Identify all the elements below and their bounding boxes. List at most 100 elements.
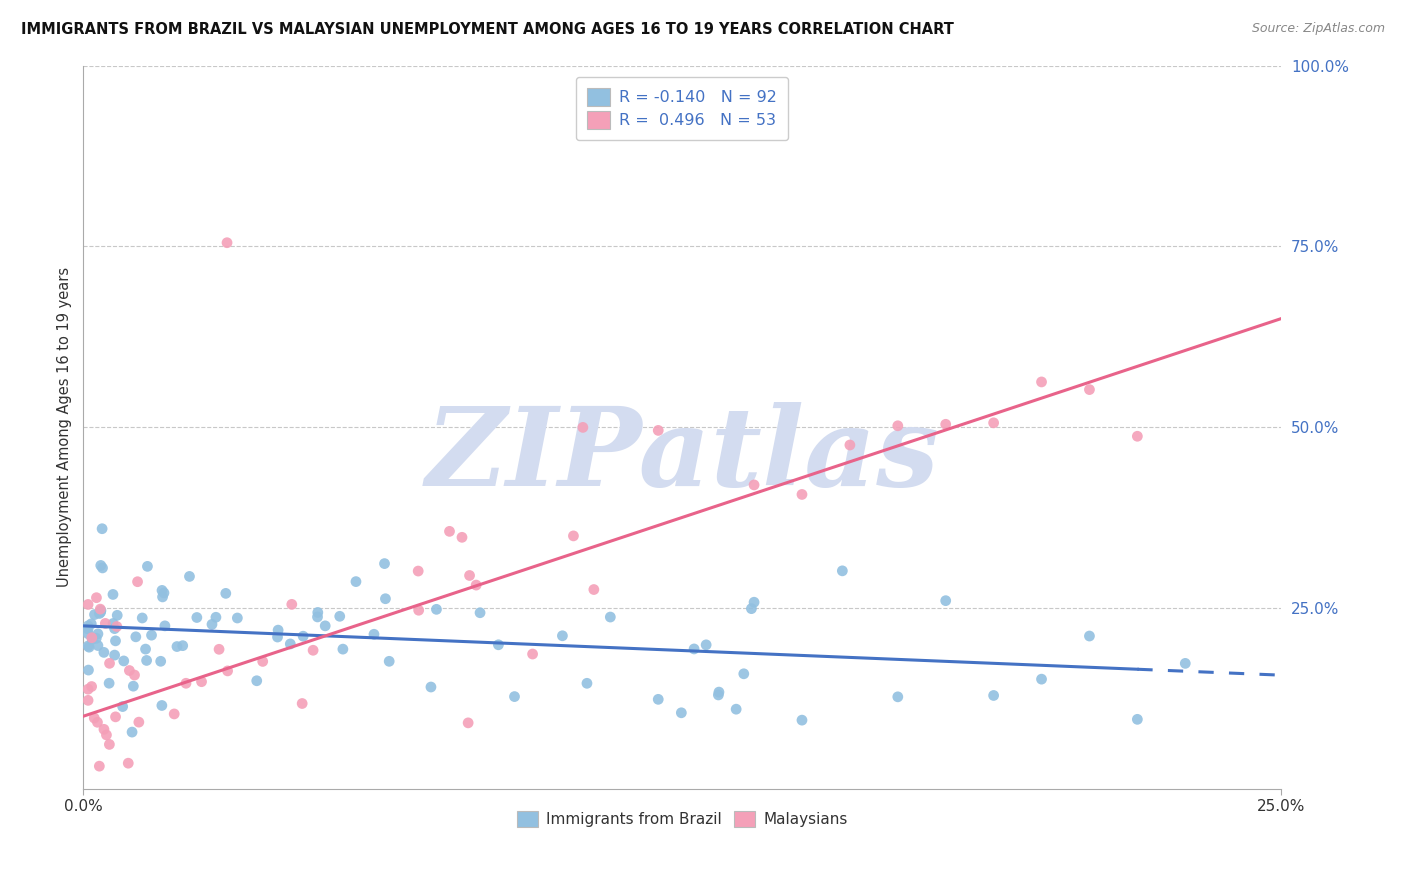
Point: [1031, 672, 1053, 686]
Point: [87, 627, 110, 641]
Point: [121, 725, 143, 739]
Point: [103, 622, 125, 636]
Point: [98, 738, 121, 752]
Point: [344, 574, 367, 589]
Point: [1174, 657, 1197, 671]
Point: [740, 601, 762, 615]
Point: [84, 632, 107, 646]
Point: [314, 619, 336, 633]
Point: [683, 642, 706, 657]
Point: [77, 640, 100, 655]
Point: [725, 702, 748, 716]
Point: [83, 607, 105, 622]
Point: [80, 680, 103, 694]
Text: Source: ZipAtlas.com: Source: ZipAtlas.com: [1251, 22, 1385, 36]
Point: [647, 424, 669, 438]
Point: [136, 559, 159, 574]
Point: [302, 643, 325, 657]
Point: [77, 619, 100, 633]
Point: [93, 645, 115, 659]
Point: [96, 728, 118, 742]
Point: [329, 609, 352, 624]
Point: [252, 655, 274, 669]
Point: [86, 591, 108, 605]
Point: [582, 582, 605, 597]
Point: [153, 586, 176, 600]
Point: [831, 564, 853, 578]
Point: [90, 558, 112, 573]
Point: [93, 723, 115, 737]
Point: [77, 639, 100, 653]
Point: [935, 417, 957, 432]
Point: [89, 602, 111, 616]
Point: [91, 561, 114, 575]
Point: [468, 606, 491, 620]
Point: [201, 617, 224, 632]
Point: [217, 664, 239, 678]
Point: [332, 642, 354, 657]
Point: [281, 598, 304, 612]
Point: [742, 478, 765, 492]
Point: [124, 668, 146, 682]
Point: [77, 693, 100, 707]
Point: [226, 611, 249, 625]
Point: [105, 619, 128, 633]
Point: [671, 706, 693, 720]
Point: [503, 690, 526, 704]
Point: [152, 590, 174, 604]
Point: [1031, 375, 1053, 389]
Point: [101, 616, 124, 631]
Point: [86, 715, 108, 730]
Point: [572, 420, 595, 434]
Point: [89, 607, 111, 621]
Point: [215, 235, 238, 250]
Point: [118, 664, 141, 678]
Point: [575, 676, 598, 690]
Point: [406, 564, 429, 578]
Point: [1126, 429, 1149, 443]
Point: [408, 603, 430, 617]
Point: [551, 629, 574, 643]
Point: [105, 608, 128, 623]
Text: ZIPatlas: ZIPatlas: [425, 402, 939, 509]
Point: [179, 569, 201, 583]
Legend: Immigrants from Brazil, Malaysians: Immigrants from Brazil, Malaysians: [509, 803, 855, 835]
Point: [111, 699, 134, 714]
Point: [83, 711, 105, 725]
Point: [186, 610, 208, 624]
Point: [122, 679, 145, 693]
Point: [205, 610, 228, 624]
Point: [307, 606, 329, 620]
Point: [77, 626, 100, 640]
Point: [790, 487, 813, 501]
Point: [695, 638, 717, 652]
Point: [90, 603, 112, 617]
Point: [77, 682, 100, 697]
Point: [215, 586, 238, 600]
Point: [1126, 712, 1149, 726]
Point: [307, 610, 329, 624]
Point: [131, 611, 153, 625]
Point: [742, 595, 765, 609]
Point: [125, 630, 148, 644]
Point: [101, 587, 124, 601]
Point: [77, 663, 100, 677]
Point: [373, 557, 395, 571]
Point: [378, 654, 401, 668]
Point: [458, 568, 481, 582]
Point: [246, 673, 269, 688]
Point: [90, 605, 112, 619]
Point: [82, 632, 104, 647]
Point: [80, 631, 103, 645]
Point: [983, 689, 1005, 703]
Point: [707, 688, 730, 702]
Point: [153, 619, 176, 633]
Point: [117, 756, 139, 771]
Y-axis label: Unemployment Among Ages 16 to 19 years: Unemployment Among Ages 16 to 19 years: [58, 267, 72, 587]
Point: [1078, 383, 1101, 397]
Point: [425, 602, 447, 616]
Point: [374, 591, 396, 606]
Point: [112, 654, 135, 668]
Point: [172, 639, 194, 653]
Point: [887, 690, 910, 704]
